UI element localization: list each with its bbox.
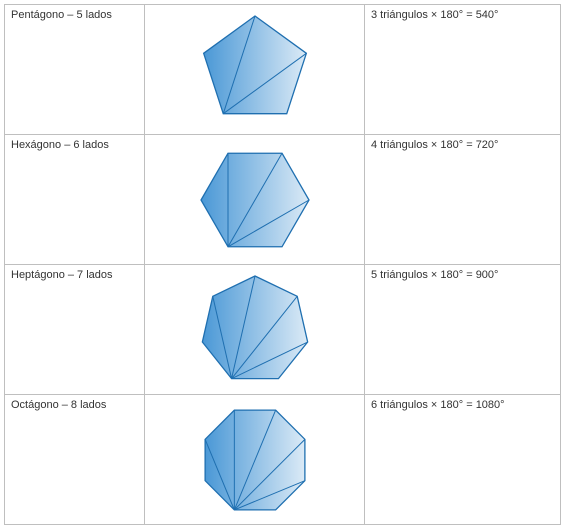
polygon-label: Octágono – 8 lados <box>5 395 145 525</box>
polygon-angle-table: Pentágono – 5 lados 3 triángulos × 180° … <box>4 4 561 525</box>
polygon-shape-cell <box>145 5 365 135</box>
polygon-shape-cell <box>145 395 365 525</box>
polygon-6-shape <box>195 140 315 260</box>
table-row: Hexágono – 6 lados 4 triángulos × 180° =… <box>5 135 561 265</box>
table-row: Heptágono – 7 lados 5 triángulos × 180° … <box>5 265 561 395</box>
polygon-label: Pentágono – 5 lados <box>5 5 145 135</box>
polygon-label: Heptágono – 7 lados <box>5 265 145 395</box>
polygon-5-shape <box>195 10 315 130</box>
polygon-7-shape <box>195 270 315 390</box>
polygon-formula: 5 triángulos × 180° = 900° <box>365 265 561 395</box>
polygon-8-shape <box>195 400 315 520</box>
polygon-formula: 4 triángulos × 180° = 720° <box>365 135 561 265</box>
polygon-formula: 3 triángulos × 180° = 540° <box>365 5 561 135</box>
table-row: Octágono – 8 lados 6 triángulos × 180° =… <box>5 395 561 525</box>
polygon-shape-cell <box>145 265 365 395</box>
polygon-formula: 6 triángulos × 180° = 1080° <box>365 395 561 525</box>
polygon-label: Hexágono – 6 lados <box>5 135 145 265</box>
polygon-shape-cell <box>145 135 365 265</box>
table-row: Pentágono – 5 lados 3 triángulos × 180° … <box>5 5 561 135</box>
